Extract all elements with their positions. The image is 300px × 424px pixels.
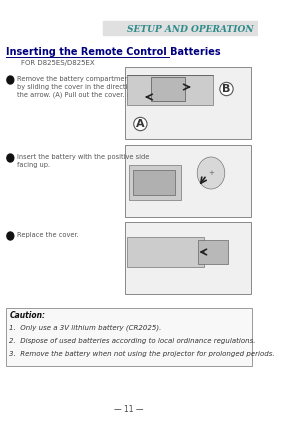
Bar [151, 77, 185, 101]
Text: — 11 —: — 11 — [114, 405, 144, 415]
Bar [6, 308, 252, 366]
Bar [125, 67, 251, 139]
Text: 3.  Remove the battery when not using the projector for prolonged periods.: 3. Remove the battery when not using the… [10, 351, 275, 357]
Bar [134, 170, 175, 195]
Bar [125, 222, 251, 294]
Circle shape [197, 157, 225, 189]
Text: B: B [222, 84, 231, 94]
Text: Insert the battery with the positive side
facing up.: Insert the battery with the positive sid… [17, 154, 150, 168]
Text: FOR D825ES/D825EX: FOR D825ES/D825EX [21, 60, 94, 66]
Text: Inserting the Remote Control Batteries: Inserting the Remote Control Batteries [6, 47, 221, 57]
Bar [127, 237, 204, 267]
Bar [129, 165, 181, 200]
Text: 2.  Dispose of used batteries according to local ordinance regulations.: 2. Dispose of used batteries according t… [10, 338, 256, 344]
Bar [125, 145, 251, 217]
Circle shape [7, 232, 14, 240]
Bar [198, 240, 228, 264]
Text: Replace the cover.: Replace the cover. [17, 232, 79, 238]
Text: Remove the battery compartment cover
by sliding the cover in the direction of
th: Remove the battery compartment cover by … [17, 76, 152, 98]
Circle shape [7, 76, 14, 84]
Bar [103, 21, 258, 35]
Text: SETUP AND OPERATION: SETUP AND OPERATION [128, 25, 254, 34]
Text: A: A [136, 119, 145, 129]
Text: +: + [208, 170, 214, 176]
Circle shape [7, 154, 14, 162]
Text: Caution:: Caution: [10, 312, 46, 321]
Bar [127, 75, 213, 105]
Text: 1.  Only use a 3V lithium battery (CR2025).: 1. Only use a 3V lithium battery (CR2025… [10, 325, 162, 331]
